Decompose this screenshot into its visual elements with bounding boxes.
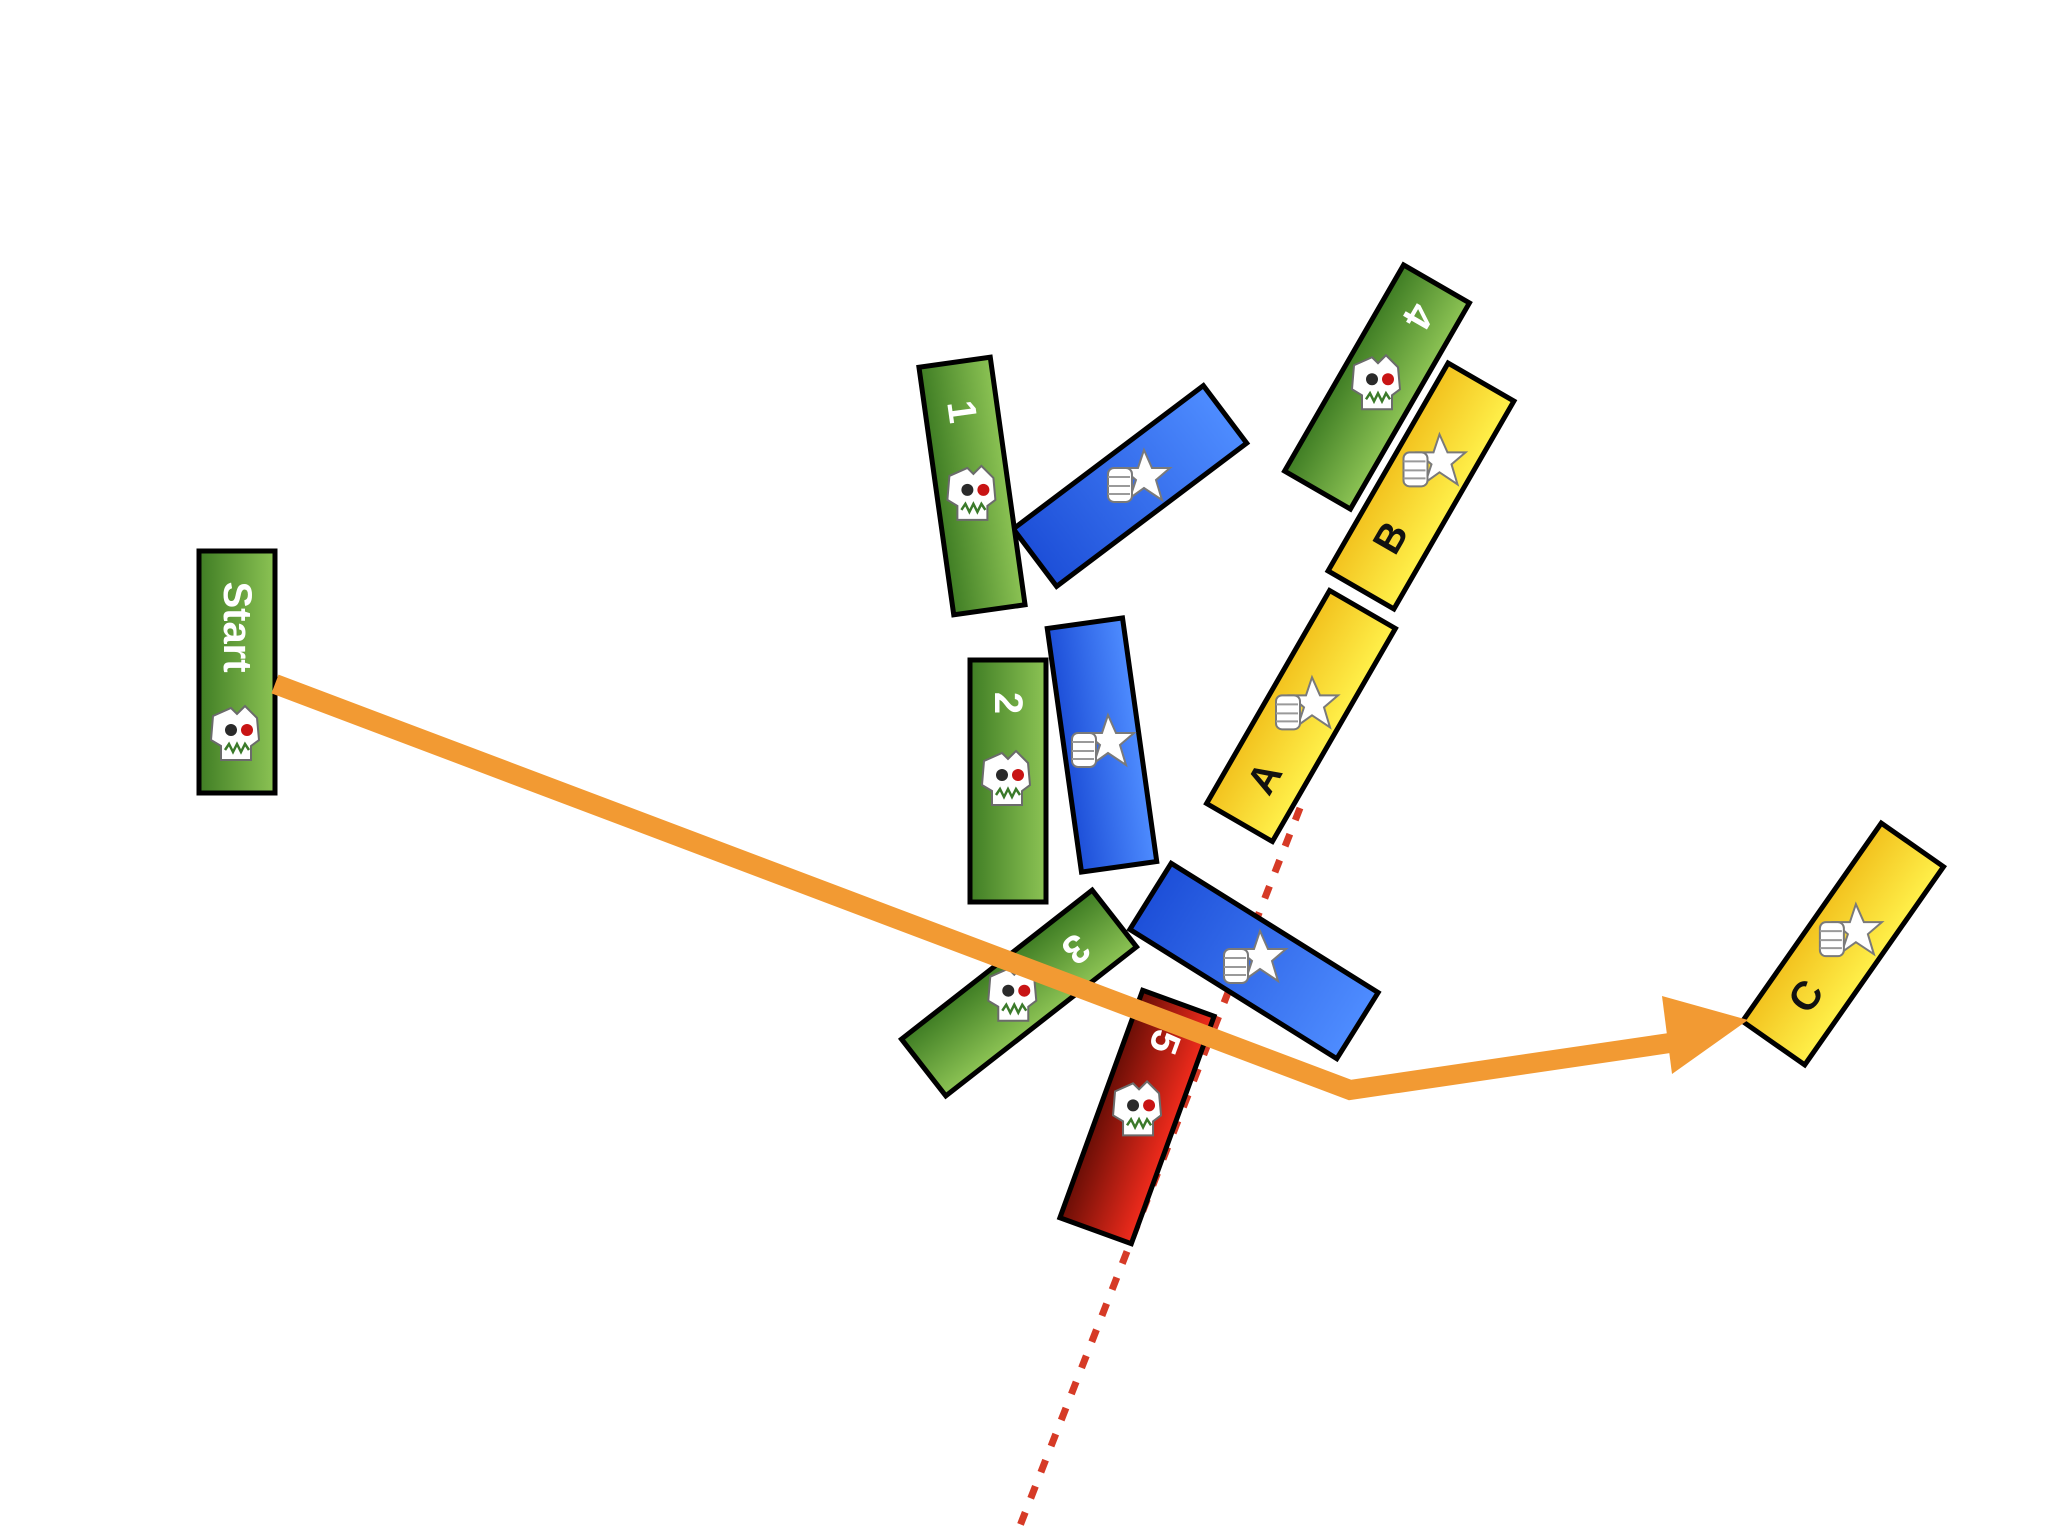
movement-arrow	[271, 674, 1748, 1101]
dotted-line	[1012, 806, 1304, 1536]
unit-blue2[interactable]	[1044, 615, 1160, 875]
unit-ub[interactable]: B	[1324, 359, 1518, 613]
unit-blue3[interactable]	[1126, 859, 1382, 1063]
unit-blue1[interactable]	[1009, 381, 1251, 590]
unit-ua[interactable]: A	[1203, 587, 1399, 845]
unit-label: Start	[215, 581, 259, 672]
unit-body	[196, 548, 278, 796]
unit-label: 2	[986, 692, 1030, 714]
unit-start[interactable]: Start	[196, 548, 278, 796]
unit-u1[interactable]: 1	[916, 354, 1028, 618]
unit-uc[interactable]: C	[1738, 819, 1948, 1069]
unit-u4[interactable]: 4	[1281, 261, 1473, 513]
unit-u2[interactable]: 2	[967, 657, 1049, 905]
